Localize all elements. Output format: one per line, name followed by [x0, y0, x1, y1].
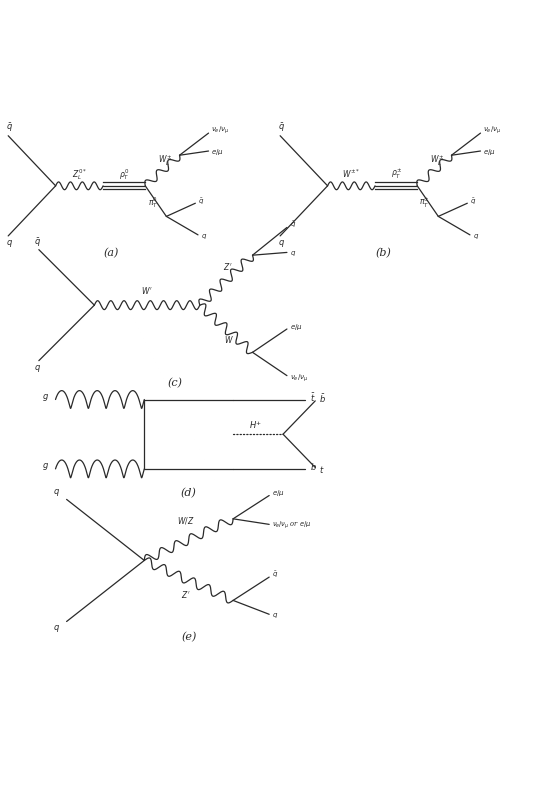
Text: $\bar{q}$: $\bar{q}$	[198, 197, 204, 207]
Text: $W^{\pm}_{L}$: $W^{\pm}_{L}$	[158, 153, 173, 168]
Text: $e/\mu$: $e/\mu$	[211, 147, 224, 157]
Text: $q$: $q$	[53, 487, 60, 499]
Text: $q$: $q$	[278, 238, 285, 249]
Text: $q$: $q$	[473, 232, 479, 241]
Text: (a): (a)	[103, 248, 119, 258]
Text: $b$: $b$	[310, 461, 316, 472]
Text: $\bar{q}$: $\bar{q}$	[34, 236, 42, 248]
Text: $e/\mu$: $e/\mu$	[272, 488, 285, 499]
Text: (b): (b)	[375, 248, 391, 258]
Text: $\rho^{0}_{T}$: $\rho^{0}_{T}$	[119, 167, 129, 181]
Text: $\bar{q}$: $\bar{q}$	[272, 570, 278, 580]
Text: $H^{+}$: $H^{+}$	[249, 419, 262, 431]
Text: (e): (e)	[181, 632, 196, 642]
Text: $e/\mu$: $e/\mu$	[290, 322, 303, 332]
Text: $W/Z$: $W/Z$	[177, 515, 195, 526]
Text: $e/\mu$: $e/\mu$	[483, 147, 496, 157]
Text: $g$: $g$	[42, 461, 49, 472]
Text: $W$: $W$	[224, 334, 234, 345]
Text: $t$: $t$	[319, 464, 324, 475]
Text: (d): (d)	[181, 487, 196, 498]
Text: $q$: $q$	[34, 364, 42, 375]
Text: $\bar{q}$: $\bar{q}$	[6, 121, 13, 134]
Text: $q$: $q$	[6, 238, 13, 249]
Text: $\nu_{e}/\nu_{\mu}$: $\nu_{e}/\nu_{\mu}$	[211, 124, 229, 136]
Text: $\rho^{\pm}_{T}$: $\rho^{\pm}_{T}$	[391, 167, 402, 181]
Text: $\bar{b}$: $\bar{b}$	[319, 392, 325, 405]
Text: $\nu_{e}/\nu_{\mu}$: $\nu_{e}/\nu_{\mu}$	[290, 372, 309, 384]
Text: $q$: $q$	[272, 611, 278, 621]
Text: $\bar{q}$: $\bar{q}$	[290, 220, 296, 230]
Text: $q$: $q$	[201, 232, 207, 241]
Text: $Z'$: $Z'$	[181, 590, 191, 600]
Text: $q$: $q$	[53, 622, 60, 634]
Text: $\bar{t}$: $\bar{t}$	[310, 391, 315, 403]
Text: $Z'$: $Z'$	[223, 260, 233, 272]
Text: $Z^{0*}_{L}$: $Z^{0*}_{L}$	[72, 167, 87, 181]
Text: $\bar{q}$: $\bar{q}$	[278, 121, 285, 134]
Text: $\pi^{0}_{T}$: $\pi^{0}_{T}$	[148, 195, 158, 210]
Text: $\nu_{e}/\nu_{\mu}$ or $e/\mu$: $\nu_{e}/\nu_{\mu}$ or $e/\mu$	[272, 519, 311, 531]
Text: $W^{\pm*}$: $W^{\pm*}$	[342, 168, 360, 181]
Text: (c): (c)	[167, 378, 183, 388]
Text: $W^{\pm}_{L}$: $W^{\pm}_{L}$	[430, 153, 445, 168]
Text: $\pi^{\pm}_{T}$: $\pi^{\pm}_{T}$	[419, 196, 430, 210]
Text: $\nu_{e}/\nu_{\mu}$: $\nu_{e}/\nu_{\mu}$	[483, 124, 501, 136]
Text: $q$: $q$	[290, 249, 296, 258]
Text: $\bar{q}$: $\bar{q}$	[470, 197, 476, 207]
Text: $W'$: $W'$	[142, 285, 153, 296]
Text: $g$: $g$	[42, 392, 49, 403]
